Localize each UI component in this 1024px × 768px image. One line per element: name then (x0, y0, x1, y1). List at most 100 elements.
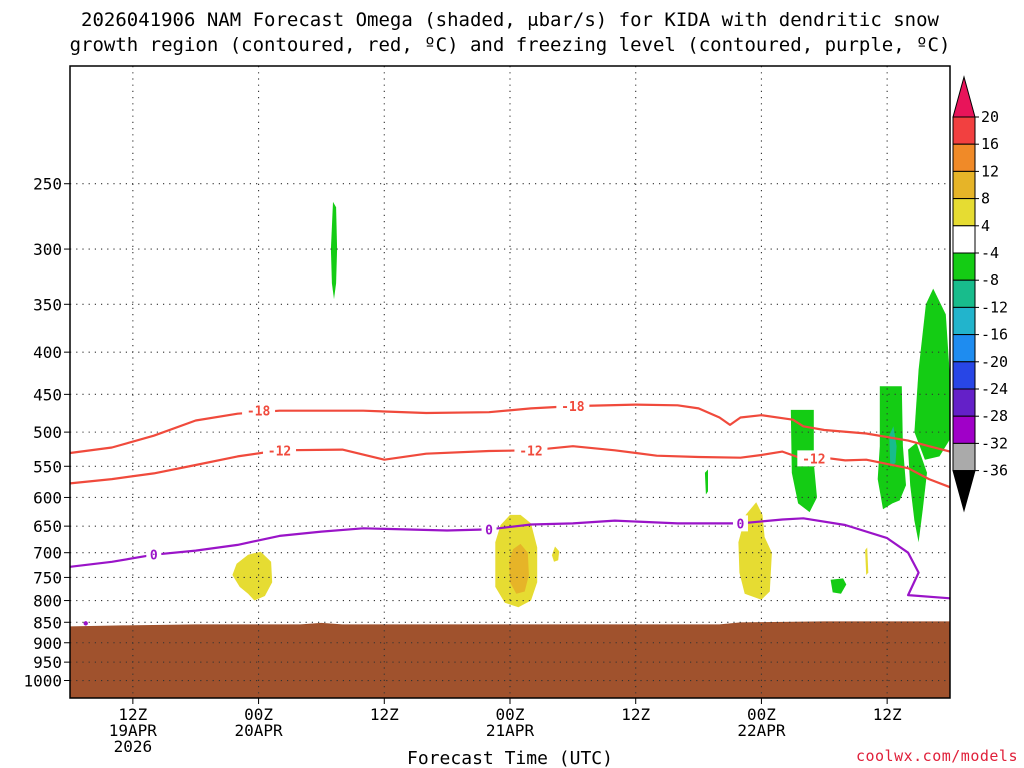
colorbar-label: -32 (981, 434, 1008, 452)
y-tick-label: 850 (33, 613, 62, 632)
colorbar-box (952, 334, 976, 363)
colorbar-label: -16 (981, 326, 1008, 344)
omega-green-upper (330, 201, 338, 300)
surface-fill (70, 621, 950, 698)
colorbar-label: -24 (981, 380, 1008, 398)
colorbar-box (952, 442, 976, 472)
omega-green-spot (830, 578, 847, 594)
colorbar-top-arrow (952, 75, 976, 118)
x-tick-label: 00Z (496, 705, 525, 724)
colorbar-label: 12 (981, 162, 999, 180)
omega-green-right (914, 288, 950, 460)
colorbar-box (952, 198, 976, 227)
y-tick-label: 650 (33, 517, 62, 536)
omega-yellow-20apr (232, 551, 273, 601)
colorbar-box (952, 279, 976, 308)
omega-orange-21apr (509, 543, 529, 594)
contour-label-bg (263, 442, 297, 459)
colorbar-box (952, 252, 976, 281)
contour-label-bg (242, 402, 276, 419)
colorbar-label: -28 (981, 407, 1008, 425)
y-tick-label: 950 (33, 653, 62, 672)
contour-label: 0 (150, 549, 158, 564)
contour-label: -12 (268, 444, 291, 459)
colorbar-box (952, 170, 976, 200)
colorbar-box (952, 306, 976, 336)
contour-labels: -18 -18 -12 -12 -12 0 0 0 (146, 398, 831, 564)
omega-green-small (704, 469, 708, 495)
contour-freezing-level (69, 517, 951, 600)
omega-teal-12z22 (889, 426, 897, 467)
x-tick-label: 19APR (109, 721, 158, 740)
x-tick-label: 22APR (737, 721, 786, 740)
colorbar-box (952, 225, 976, 254)
x-tick-label: 21APR (486, 721, 535, 740)
x-tick-label: 00Z (747, 705, 776, 724)
surface-terrain (70, 621, 950, 698)
colorbar-bottom-arrow (952, 470, 976, 513)
contour-label: -18 (561, 400, 585, 415)
x-tick-label: 20APR (234, 721, 283, 740)
y-tick-label: 700 (33, 544, 62, 563)
contour-label-bg (556, 398, 590, 415)
x-axis-label: Forecast Time (UTC) (407, 748, 613, 768)
surface-freezing-marker (83, 621, 88, 626)
contour-label-bg (797, 450, 831, 467)
contour-label-bg (514, 442, 548, 459)
omega-yellow-sliver (865, 547, 869, 575)
contour-dendritic-upper (69, 403, 951, 455)
colorbar-label: 20 (981, 108, 999, 126)
colorbar-box (952, 388, 976, 417)
x-tick-label: 00Z (244, 705, 273, 724)
chart-title-line2: growth region (contoured, red, ºC) and f… (70, 34, 951, 56)
colorbar-label: -8 (981, 271, 999, 289)
y-tick-label: 550 (33, 457, 62, 476)
colorbar-label: -20 (981, 353, 1008, 371)
colorbar-label: 4 (981, 217, 990, 235)
colorbar-label: -4 (981, 244, 999, 262)
omega-yellow-small (551, 546, 560, 562)
y-tick-label: 450 (33, 385, 62, 404)
omega-shading (232, 201, 950, 608)
y-tick-label: 900 (33, 634, 62, 653)
contour-label-bg (481, 521, 497, 538)
y-tick-label: 800 (33, 592, 62, 611)
colorbar-box (952, 361, 976, 390)
y-tick-label: 750 (33, 568, 62, 587)
contour-label: 0 (737, 517, 745, 532)
colorbar: 20 16 12 8 4 -4 -8 -12 -16 -20 -24 -28 -32 -36 (952, 75, 1008, 513)
x-tick-label: 12Z (118, 705, 147, 724)
colorbar-label: 16 (981, 135, 999, 153)
contour-label-bg (146, 546, 162, 563)
contour-label: -18 (247, 405, 271, 420)
colorbar-box (952, 116, 976, 145)
y-tick-label: 350 (33, 295, 62, 314)
contour-label: 0 (485, 523, 493, 538)
contour-label: -12 (519, 444, 542, 459)
colorbar-label: -12 (981, 298, 1008, 316)
colorbar-label: 8 (981, 190, 990, 208)
colorbar-box (952, 415, 976, 444)
contour-label: -12 (802, 452, 825, 467)
credit-text: coolwx.com/models (856, 747, 1018, 765)
y-tick-label: 1000 (23, 672, 62, 691)
chart-title-line1: 2026041906 NAM Forecast Omega (shaded, μ… (81, 9, 939, 31)
y-tick-label: 500 (33, 423, 62, 442)
x-tick-label: 12Z (370, 705, 399, 724)
x-tick-label: 2026 (114, 737, 153, 756)
contour-label-bg (732, 515, 748, 532)
y-tick-label: 400 (33, 343, 62, 362)
y-axis-ticks: 250 300 350 400 450 500 550 600 650 700 750 800 850 9… (23, 175, 70, 691)
colorbar-label: -36 (981, 462, 1008, 480)
contour-dendritic-lower (69, 445, 951, 489)
y-tick-label: 300 (33, 240, 62, 259)
omega-green-right-lower (908, 442, 927, 543)
y-tick-label: 600 (33, 488, 62, 507)
colorbar-box (952, 143, 976, 172)
x-tick-label: 12Z (621, 705, 650, 724)
contour-lines (69, 403, 951, 600)
y-tick-label: 250 (33, 175, 62, 194)
x-tick-label: 12Z (873, 705, 902, 724)
